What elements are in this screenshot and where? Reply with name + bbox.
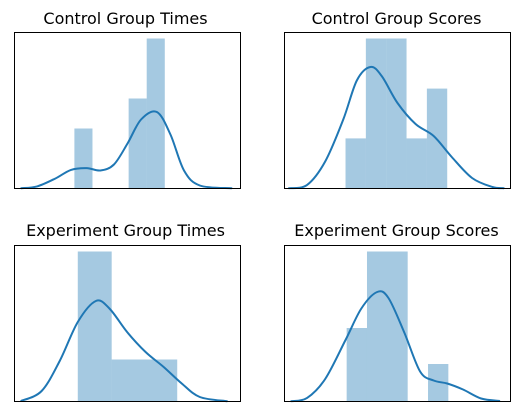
kde-curve <box>288 65 505 190</box>
kde-curve <box>20 299 228 403</box>
plot-area <box>290 251 501 403</box>
kde-curve <box>290 290 501 403</box>
histogram-bar <box>346 328 367 402</box>
histogram-bar <box>386 38 407 189</box>
histogram-bar <box>74 128 93 189</box>
axes-frame <box>284 245 511 402</box>
plot-area <box>20 38 233 190</box>
histogram-bar <box>365 38 387 189</box>
histogram-bar <box>406 138 427 189</box>
histogram-bar <box>146 38 165 189</box>
histogram-bar <box>345 138 366 189</box>
subplot-control-group-scores: Control Group Scores <box>284 9 511 190</box>
axes-frame <box>284 32 511 189</box>
axes-frame <box>14 245 241 402</box>
subplot-title: Experiment Group Times <box>26 221 225 240</box>
histogram-bar <box>77 251 112 402</box>
plot-area <box>20 251 228 403</box>
subplot-experiment-group-scores: Experiment Group Scores <box>284 221 511 403</box>
plot-area <box>288 38 505 190</box>
subplot-experiment-group-times: Experiment Group Times <box>14 221 241 403</box>
axes-frame <box>14 32 241 189</box>
subplot-title: Experiment Group Scores <box>294 221 498 240</box>
kde-curve <box>20 110 233 190</box>
subplot-title: Control Group Times <box>43 9 207 28</box>
histogram-bar <box>128 98 147 189</box>
subplot-title: Control Group Scores <box>312 9 482 28</box>
histogram-bar <box>111 359 178 402</box>
subplot-control-group-times: Control Group Times <box>14 9 241 190</box>
